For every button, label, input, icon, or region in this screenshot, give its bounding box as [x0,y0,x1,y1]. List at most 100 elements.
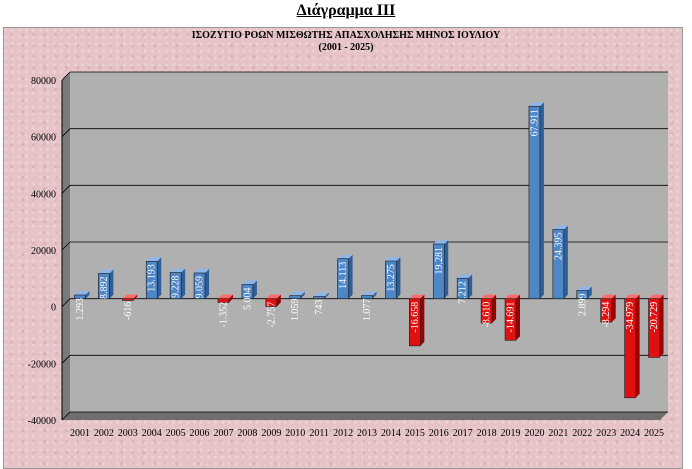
bar-side [587,286,592,299]
x-tick-label: 2025 [644,428,664,439]
data-label: -1.352 [218,302,229,328]
chart-title-block: ΙΣΟΖΥΓΙΟ ΡΟΩΝ ΜΙΣΘΩΤΗΣ ΑΠΑΣΧΟΛΗΣΗΣ ΜΗΝΟΣ… [0,30,692,54]
x-tick-label: 2003 [118,428,138,439]
bar-top [648,294,664,299]
y-tick-label: -40000 [28,416,56,427]
bar [552,229,565,299]
data-label: 1.077 [362,299,373,322]
bar [361,295,373,299]
data-label: 7.212 [458,281,469,304]
bar-top [600,294,616,299]
bar [74,294,86,299]
bar [241,284,254,299]
x-tick-label: 2016 [429,428,449,439]
data-label: 2.899 [577,293,588,316]
bar-side [635,294,640,398]
chart-title: ΙΣΟΖΥΓΙΟ ΡΟΩΝ ΜΙΣΘΩΤΗΣ ΑΠΑΣΧΟΛΗΣΗΣ ΜΗΝΟΣ… [191,30,501,41]
x-tick-label: 2022 [572,428,592,439]
data-label: -16.658 [410,302,421,333]
bar-top [241,280,257,285]
x-tick-label: 2001 [70,428,90,439]
bar-top [98,269,114,274]
page-title: Διάγραμμα ΙΙΙ [296,2,396,19]
gridline-diag [61,71,71,81]
bar [217,298,230,303]
x-tick-label: 2012 [333,428,353,439]
data-label: 1.293 [75,298,86,321]
bar-side [133,294,138,301]
bar-side [300,291,305,299]
bar [169,272,182,299]
x-tick-label: 2014 [381,428,401,439]
data-label: 19.281 [434,247,445,275]
x-tick-label: 2009 [261,428,281,439]
data-label: -2.757 [266,302,277,328]
bar [624,298,636,399]
bar-top [74,291,90,296]
x-tick-label: 2011 [309,428,329,439]
bar-side [276,294,281,307]
data-label: -14.691 [506,302,517,333]
x-tick-label: 2023 [596,428,616,439]
gridline-diag [61,128,71,137]
bar-side [492,294,497,324]
x-tick-label: 2006 [190,428,210,439]
data-label: -34.979 [625,302,636,333]
bar-top [528,102,544,107]
bar [576,290,589,299]
bar-side [444,240,449,299]
x-tick-label: 2024 [620,428,640,439]
bar-top [505,294,521,299]
bar-side [181,268,186,299]
bar [193,272,206,299]
data-label: 9.228 [171,276,182,299]
bar [337,258,349,299]
bar-side [228,294,233,303]
bar-top [313,292,329,297]
bar-side [372,291,377,299]
x-tick-label: 2020 [524,428,544,439]
x-tick-label: 2019 [501,428,521,439]
bar-top [624,294,640,299]
bar-side [85,291,90,299]
gridline-diag [61,241,71,251]
bar [98,273,110,299]
y-tick-label: -20000 [28,359,56,370]
bar-side [348,254,353,299]
bar [122,298,134,301]
data-label: 9.059 [195,276,206,299]
bar-top [576,286,592,291]
data-label: 1.059 [290,299,301,322]
bar-top [337,254,353,259]
gridline-diag [61,185,71,194]
data-label: -616 [123,302,134,320]
data-label: 13.275 [386,264,397,292]
bar [432,243,445,299]
data-label: 67.911 [529,109,540,136]
bar [456,277,469,299]
bar-top [289,291,305,296]
bar [600,298,613,323]
chart-subtitle: (2001 - 2025) [318,42,374,53]
bar-side [396,257,401,299]
x-tick-label: 2008 [237,428,257,439]
data-label: -8.294 [601,302,612,328]
x-tick-label: 2007 [213,428,233,439]
bar-top [457,274,473,279]
y-tick-label: 20000 [31,246,56,257]
bar-top [385,257,401,262]
bar [504,298,517,341]
bar-side [516,294,521,341]
plot-floor [62,412,668,420]
x-tick-label: 2004 [142,428,162,439]
bar-top [217,294,233,299]
bar-top [433,240,449,245]
bar-top [481,294,497,299]
bar-top [552,225,568,230]
bar-side [109,269,114,299]
gridline-diag [61,411,71,421]
bar [409,298,421,347]
bar [265,298,278,307]
bar-side [468,274,473,299]
